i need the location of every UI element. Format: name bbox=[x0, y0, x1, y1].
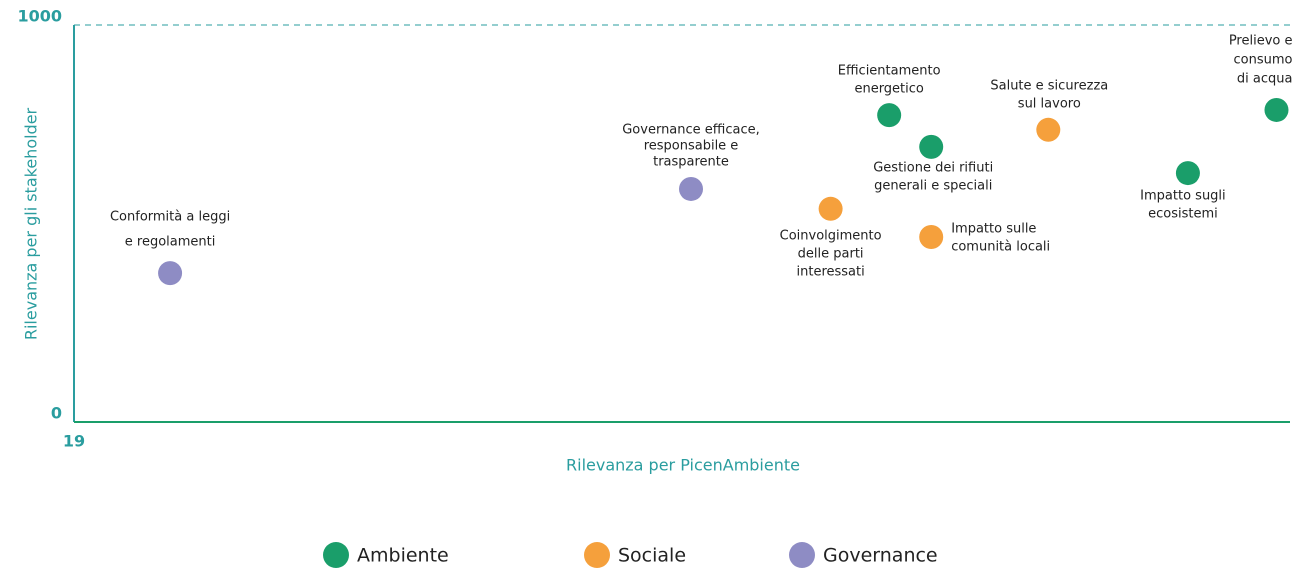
point-label: Impatto sulle bbox=[951, 221, 1036, 236]
point bbox=[679, 176, 704, 201]
legend-label: Sociale bbox=[618, 545, 686, 567]
point-label: Prelievo e bbox=[1229, 33, 1293, 48]
y-tick-label: 0 bbox=[51, 404, 62, 423]
point bbox=[1264, 97, 1289, 122]
point-label: generali e speciali bbox=[874, 178, 992, 193]
point-label: Impatto sugli bbox=[1140, 189, 1225, 204]
y-tick-label: 1000 bbox=[17, 7, 62, 26]
point-label: energetico bbox=[854, 82, 923, 97]
x-tick-label: 19 bbox=[63, 432, 85, 451]
point-label: Efficientamento bbox=[838, 64, 941, 79]
point-label: responsabile e bbox=[644, 138, 739, 153]
point-label: Gestione dei rifiuti bbox=[873, 160, 993, 175]
point-label: di acqua bbox=[1237, 71, 1293, 86]
legend-label: Ambiente bbox=[357, 545, 449, 567]
x-axis-title: Rilevanza per PicenAmbiente bbox=[566, 456, 800, 475]
point-label: e regolamenti bbox=[125, 235, 216, 250]
point bbox=[919, 224, 944, 249]
point-label: Governance efficace, bbox=[622, 122, 760, 137]
point bbox=[877, 103, 902, 128]
legend-label: Governance bbox=[823, 545, 938, 567]
legend-marker bbox=[323, 542, 349, 568]
point bbox=[919, 134, 944, 159]
point bbox=[818, 196, 843, 221]
legend-marker bbox=[789, 542, 815, 568]
point-label: Salute e sicurezza bbox=[990, 78, 1108, 93]
point-label: sul lavoro bbox=[1018, 96, 1081, 111]
point bbox=[158, 261, 183, 286]
point-label: interessati bbox=[797, 264, 865, 279]
point-label: delle parti bbox=[798, 246, 864, 261]
point-label: Conformità a leggi bbox=[110, 210, 230, 225]
point-label: ecosistemi bbox=[1148, 207, 1218, 222]
legend-marker bbox=[584, 542, 610, 568]
point-label: Coinvolgimento bbox=[780, 228, 882, 243]
point bbox=[1175, 161, 1200, 186]
point-label: consumo bbox=[1234, 52, 1293, 67]
point bbox=[1036, 117, 1061, 142]
y-axis-title: Rilevanza per gli stakeholder bbox=[22, 107, 41, 340]
point-label: trasparente bbox=[653, 154, 729, 169]
point-label: comunità locali bbox=[951, 239, 1050, 254]
